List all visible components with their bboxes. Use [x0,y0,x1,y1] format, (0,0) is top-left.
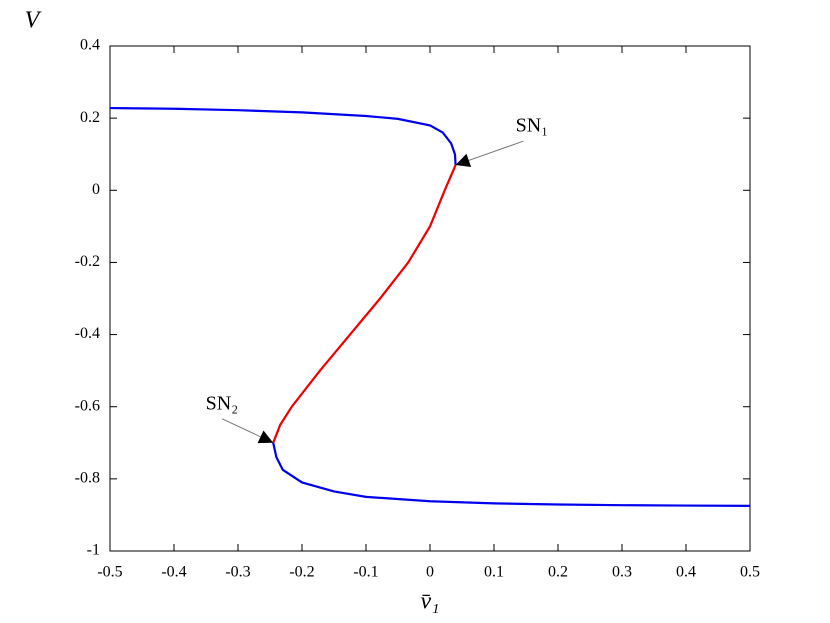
y-tick-label: -0.4 [75,325,100,342]
y-tick-label: 0.2 [80,109,100,126]
axes-frame [109,45,751,552]
annotation-label: SN₁ [516,115,549,137]
y-axis-label: V [25,8,42,34]
x-tick-label: 0.3 [612,564,632,581]
y-tick-label: -0.6 [75,397,100,414]
x-axis-label: v̄₁ [421,589,440,615]
x-tick-label: 0.5 [740,564,760,581]
line-series [109,106,457,166]
y-tick-label: 0 [92,181,100,198]
line-series [272,442,751,508]
annotation-label: SN₂ [206,392,239,414]
x-tick-label: -0.1 [353,564,378,581]
plot-area [110,46,750,551]
annotation-arrow [221,418,274,444]
annotation-arrow [455,140,524,167]
line-series [272,164,457,444]
x-tick-label: -0.3 [225,564,250,581]
x-tick-label: 0.2 [548,564,568,581]
y-tick-label: 0.4 [80,37,100,54]
y-tick-label: -0.8 [75,470,100,487]
y-tick-label: -0.2 [75,253,100,270]
x-tick-label: -0.2 [289,564,314,581]
x-tick-label: -0.4 [161,564,186,581]
x-tick-label: -0.5 [97,564,122,581]
y-tick-label: -1 [87,542,100,559]
x-tick-label: 0.4 [676,564,696,581]
x-tick-label: 0 [426,564,434,581]
x-tick-label: 0.1 [484,564,504,581]
